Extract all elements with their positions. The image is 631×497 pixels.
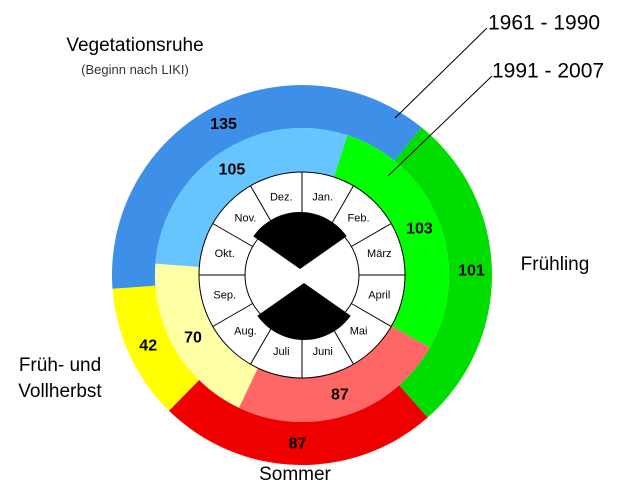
category-label: Vegetationsruhe <box>66 35 204 56</box>
month-divider <box>212 223 253 247</box>
month-label: Jan. <box>312 192 333 204</box>
month-divider <box>330 185 354 226</box>
series-label: 1991 - 2007 <box>492 60 604 83</box>
category-label: Sommer <box>259 464 331 485</box>
pointer <box>387 75 493 177</box>
month-divider <box>351 223 392 247</box>
series-label: 1961 - 1990 <box>488 12 600 35</box>
data-label: 105 <box>219 161 246 178</box>
data-label: 87 <box>331 386 349 403</box>
month-label: Sep. <box>213 290 236 302</box>
day-night <box>257 283 351 340</box>
data-label: 103 <box>406 221 433 238</box>
day-night <box>253 211 347 269</box>
month-label: März <box>367 248 391 260</box>
ring-segment <box>333 135 449 348</box>
ring-segment <box>169 379 428 465</box>
month-label: April <box>368 290 390 302</box>
month-divider <box>250 185 274 226</box>
data-label: 87 <box>289 436 307 453</box>
ring-segment <box>238 325 430 423</box>
data-label: 42 <box>139 337 157 354</box>
ring-segment <box>155 128 348 268</box>
ring-segment <box>394 127 492 418</box>
month-label: Dez. <box>270 192 293 204</box>
ring-segment <box>112 85 422 289</box>
month-label: Nov. <box>235 212 257 224</box>
ring-segment <box>154 263 258 408</box>
ring-segment <box>112 285 200 411</box>
annotation: (Beginn nach LIKI) <box>81 62 189 77</box>
month-divider <box>351 303 392 327</box>
month-divider <box>330 324 354 365</box>
month-divider <box>250 324 274 365</box>
month-divider <box>212 303 253 327</box>
category-label: Früh- und Vollherbst <box>18 355 102 402</box>
data-label: 101 <box>458 263 485 280</box>
pointer <box>394 27 488 119</box>
data-label: 135 <box>210 116 237 133</box>
month-label: Feb. <box>348 212 370 224</box>
month-label: Juli <box>273 346 290 358</box>
month-label: Juni <box>313 346 333 358</box>
data-label: 70 <box>184 329 202 346</box>
month-label: Aug. <box>234 325 257 337</box>
category-label: Frühling <box>520 254 590 275</box>
month-label: Mai <box>350 325 368 337</box>
month-label: Okt. <box>215 248 235 260</box>
